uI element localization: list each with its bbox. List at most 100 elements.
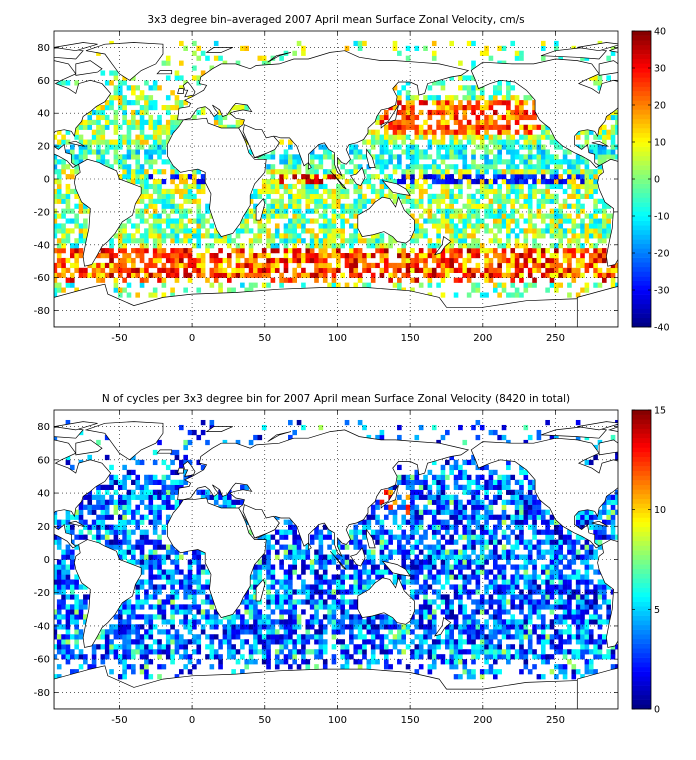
heatmap-cell [61,569,66,575]
heatmap-cell [100,248,106,254]
heatmap-cell [479,624,485,630]
heatmap-cell [235,248,241,254]
heatmap-cell [532,193,537,199]
heatmap-cell [497,569,502,575]
heatmap-cell [344,664,350,670]
heatmap-cell [283,208,289,214]
heatmap-cell [152,253,158,259]
heatmap-cell [292,604,297,610]
heatmap-cell [253,634,258,640]
heatmap-cell [331,659,337,665]
colorbar-segment [632,146,651,152]
heatmap-cell [104,80,110,86]
heatmap-cell [131,119,136,125]
heatmap-cell [279,624,284,630]
heatmap-cell [253,213,258,219]
heatmap-cell [322,248,328,254]
heatmap-cell [527,149,533,155]
heatmap-cell [375,159,380,165]
heatmap-cell [458,149,463,155]
heatmap-cell [270,579,276,585]
heatmap-cell [562,248,568,254]
heatmap-cell [523,659,529,665]
heatmap-cell [296,40,302,47]
heatmap-cell [183,228,188,234]
heatmap-cell [139,129,145,135]
x-tick-label: 50 [258,333,271,344]
heatmap-cell [148,614,154,620]
heatmap-cell [510,584,516,590]
heatmap-cell [536,203,542,209]
heatmap-cell [427,198,433,204]
heatmap-cell [536,674,542,680]
heatmap-cell [135,248,141,254]
heatmap-cell [340,574,345,580]
heatmap-cell [100,114,106,121]
heatmap-cell [96,644,101,650]
heatmap-cell [575,569,581,575]
heatmap-cell [266,624,271,630]
heatmap-cell [449,105,454,111]
heatmap-cell [283,223,289,229]
heatmap-cell [305,218,311,224]
heatmap-cell [301,282,306,288]
heatmap-cell [492,267,498,273]
heatmap-cell [253,579,258,585]
heatmap-cell [436,169,441,175]
heatmap-cell [492,208,498,214]
heatmap-cell [527,554,533,560]
heatmap-cell [484,134,489,140]
heatmap-cell [484,203,489,209]
heatmap-cell [187,619,193,625]
heatmap-cell [405,124,411,130]
heatmap-cell [562,253,568,259]
heatmap-cell [580,257,585,264]
heatmap-cell [314,174,319,180]
heatmap-cell [213,253,219,259]
heatmap-cell [370,634,376,640]
heatmap-cell [257,218,263,224]
heatmap-cell [554,183,559,190]
heatmap-cell [540,129,546,135]
heatmap-cell [74,243,79,249]
heatmap-cell [322,589,328,595]
heatmap-cell [497,169,502,175]
heatmap-cell [445,594,450,600]
heatmap-cell [87,109,93,116]
heatmap-cell [527,257,533,264]
heatmap-cell [458,129,463,135]
heatmap-cell [196,574,202,580]
heatmap-cell [139,649,145,655]
heatmap-cell [597,223,603,229]
heatmap-cell [423,169,428,175]
heatmap-cell [549,282,555,288]
heatmap-cell [488,257,494,264]
heatmap-cell [475,554,481,560]
heatmap-cell [61,589,66,595]
heatmap-cell [440,208,446,214]
heatmap-cell [370,659,376,665]
land-outline [54,60,112,168]
heatmap-cell [283,159,289,165]
heatmap-cell [527,228,533,234]
heatmap-cell [331,609,337,615]
heatmap-cell [349,614,354,620]
heatmap-cell [344,179,350,185]
heatmap-cell [466,119,472,125]
heatmap-cell [283,149,289,155]
heatmap-cell [213,262,219,269]
heatmap-cell [610,644,616,650]
heatmap-cell [314,193,319,199]
heatmap-cell [139,124,145,130]
heatmap-cell [226,287,232,293]
heatmap-cell [414,179,420,185]
colorbar-segment [632,290,651,295]
heatmap-cell [54,579,58,585]
heatmap-cell [418,154,424,160]
heatmap-cell [580,193,585,199]
heatmap-cell [349,159,354,165]
heatmap-cell [117,248,123,254]
heatmap-cell [593,654,598,660]
heatmap-cell [357,649,363,655]
heatmap-cell [575,198,581,204]
